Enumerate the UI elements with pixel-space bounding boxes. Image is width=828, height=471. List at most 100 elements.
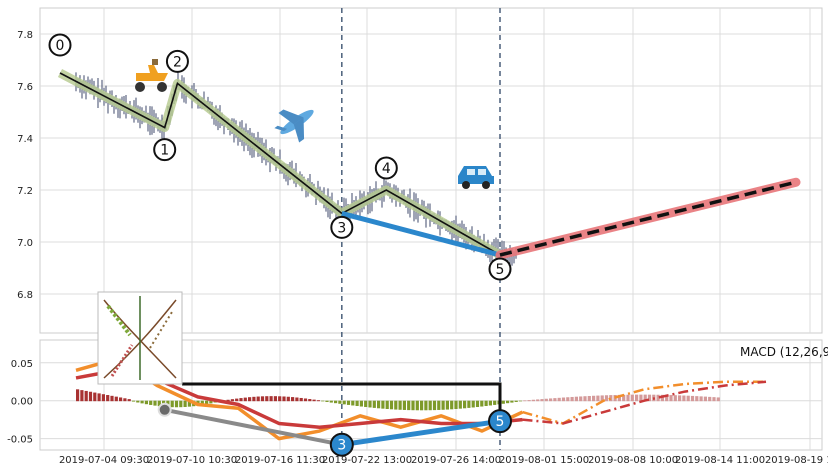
macd-bar: [312, 399, 316, 402]
macd-bar: [183, 400, 187, 407]
wave-point-label: 3: [337, 220, 346, 236]
macd-bar: [338, 400, 342, 404]
wave-point-label: 1: [160, 143, 169, 159]
macd-bar: [484, 400, 488, 407]
macd-bar: [630, 394, 634, 402]
macd-bar: [583, 396, 587, 402]
macd-bar: [346, 400, 351, 405]
x-tick-label: 2019-07-10 10:30: [147, 455, 237, 466]
macd-bar: [106, 395, 110, 402]
macd-bar: [97, 393, 101, 402]
macd-bar: [174, 400, 179, 408]
macd-bar: [656, 394, 660, 402]
macd-bar: [450, 400, 454, 410]
macd-bar: [514, 400, 518, 402]
macd-bar: [170, 400, 174, 408]
y-tick-label: 7.0: [17, 238, 33, 249]
macd-bar: [660, 394, 664, 402]
series-lines: [57, 69, 801, 448]
macd-bar: [626, 394, 630, 402]
macd-bar: [252, 396, 256, 402]
macd-bar: [308, 399, 312, 402]
macd-bar: [570, 396, 574, 402]
macd-bar: [617, 394, 621, 402]
macd-bar: [269, 396, 273, 402]
wave-point-circle: [165, 49, 189, 73]
x-tick-label: 2019-08-01 15:00: [499, 455, 589, 466]
macd-series-projection: [522, 380, 767, 425]
macd-bar: [149, 400, 153, 405]
macd-bar: [557, 397, 561, 402]
wave-line: [59, 72, 501, 256]
annotations: 0 1 2 3 4 5 3 5: [48, 33, 512, 457]
macd-bar: [549, 398, 553, 402]
macd-bar: [540, 399, 544, 402]
macd-bar: [574, 396, 578, 402]
macd-bar: [200, 400, 204, 405]
wave-point-circle: [153, 138, 177, 162]
macd-bar: [295, 397, 299, 402]
y-tick-label: -0.05: [7, 435, 33, 446]
macd-bar: [110, 395, 114, 402]
macd-bar: [678, 395, 682, 402]
macd-point-label: 5: [496, 414, 505, 430]
macd-bar: [93, 392, 97, 402]
macd-bar: [686, 395, 690, 402]
macd-bar: [84, 390, 88, 402]
macd-bar: [454, 400, 458, 409]
macd-bar: [669, 395, 673, 402]
macd-bar: [260, 396, 265, 402]
macd-bar: [316, 400, 320, 402]
macd-bar: [609, 395, 613, 402]
macd-bar: [265, 396, 269, 402]
macd-bar: [493, 400, 497, 405]
macd-bar: [325, 400, 329, 402]
wave-point-circle: [374, 156, 398, 180]
macd-bar: [510, 400, 514, 403]
macd-bar: [699, 396, 703, 402]
scooter-icon: [135, 59, 168, 92]
macd-bar: [682, 395, 686, 402]
macd-bar: [230, 399, 234, 402]
macd-bar: [119, 397, 123, 402]
macd-bar: [592, 395, 596, 402]
macd-bar: [665, 394, 669, 402]
macd-bar: [389, 400, 394, 410]
macd-bar: [282, 396, 286, 402]
y-tick-label: 7.6: [17, 82, 33, 93]
macd-bar: [144, 400, 148, 405]
macd-bar: [441, 400, 445, 410]
macd-bar: [334, 400, 338, 404]
car-icon: [458, 166, 494, 189]
airplane-icon: [274, 109, 314, 143]
x-tick-label: 2019-07-16 11:30: [235, 455, 325, 466]
projection-line: [499, 180, 797, 257]
macd-trend-line: [341, 418, 501, 448]
macd-bar: [381, 400, 385, 409]
macd-bar: [368, 400, 372, 408]
macd-bar: [131, 400, 136, 402]
macd-bar: [716, 397, 720, 402]
macd-bar: [140, 400, 144, 404]
macd-bar: [187, 400, 191, 407]
macd-bar: [561, 397, 566, 402]
x-tick-label: 2019-08-14 11:00: [675, 455, 765, 466]
y-tick-label: 7.8: [17, 30, 33, 41]
price-panel: [39, 7, 823, 334]
macd-bar: [544, 398, 548, 402]
macd-bar: [286, 396, 290, 402]
y-tick-label: 0.00: [11, 397, 33, 408]
macd-bar: [600, 395, 604, 402]
inset-thumbnail: [97, 291, 183, 385]
macd-bar: [377, 400, 381, 409]
macd-bar: [411, 400, 415, 411]
macd-bar: [712, 397, 716, 402]
macd-bar: [394, 400, 398, 410]
macd-bar: [432, 400, 437, 411]
macd-label: MACD (12,26,9): [740, 345, 828, 359]
macd-bar: [523, 400, 527, 402]
macd-bar: [243, 397, 247, 402]
macd-point-circle: [329, 432, 354, 457]
macd-bar: [445, 400, 449, 410]
